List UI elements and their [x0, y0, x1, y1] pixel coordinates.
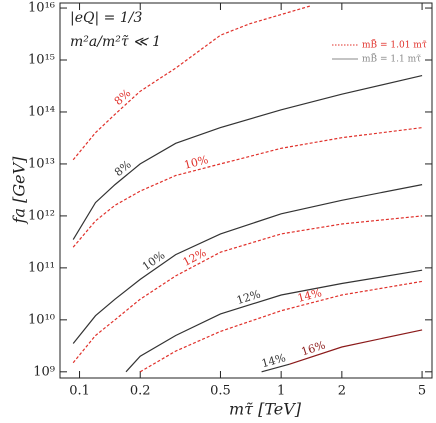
y-tick-label: 10¹⁰: [28, 312, 55, 327]
series-label: 16%: [300, 338, 327, 358]
series-line: [72, 5, 311, 161]
y-tick-label: 10¹¹: [28, 260, 55, 275]
series-line: [72, 184, 423, 344]
x-tick-label: 1: [277, 384, 285, 399]
y-tick-label: 10¹⁶: [28, 1, 55, 16]
annotation: m²a/m²τ̃ ≪ 1: [70, 34, 161, 50]
x-tick-label: 0.5: [210, 384, 231, 399]
x-tick-label: 0.2: [130, 384, 151, 399]
y-tick-label: 10¹⁵: [28, 53, 55, 68]
y-tick-label: 10¹⁴: [28, 104, 55, 119]
series-label: 10%: [183, 153, 210, 172]
series-line: [261, 363, 290, 373]
series-line: [289, 329, 423, 365]
series-label: 12%: [235, 287, 262, 307]
series-label: 14%: [296, 286, 323, 305]
y-tick-label: 10⁹: [33, 364, 55, 379]
x-tick-label: 2: [338, 384, 346, 399]
plot-frame: [59, 2, 433, 379]
y-axis-title: fa [GeV]: [10, 156, 29, 225]
series-label: 14%: [260, 351, 287, 370]
series-line: [139, 280, 423, 373]
annotation: |eQ| = 1/3: [70, 10, 142, 26]
series-line: [72, 215, 423, 364]
y-tick-label: 10¹²: [28, 208, 55, 223]
series-label: 8%: [112, 158, 134, 179]
series-label: 8%: [112, 87, 134, 108]
x-axis-title: mτ̃ [TeV]: [229, 400, 302, 419]
y-tick-label: 10¹³: [28, 156, 55, 171]
legend-label: mB̃ = 1.01 mτ̃: [362, 39, 427, 51]
series-line: [72, 75, 423, 240]
x-tick-label: 5: [418, 384, 426, 399]
legend-label: mB̃ = 1.1 mτ̃: [362, 53, 421, 65]
series-line: [72, 127, 423, 248]
series-line: [125, 269, 423, 373]
x-tick-label: 0.1: [69, 384, 90, 399]
